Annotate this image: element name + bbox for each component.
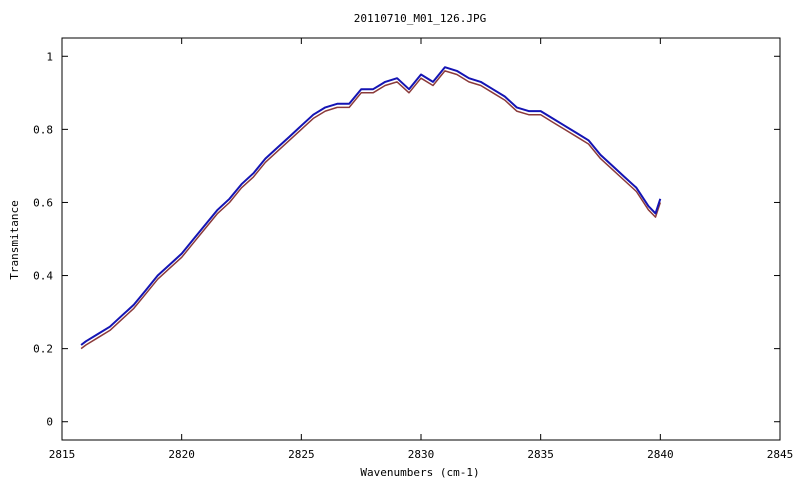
y-axis: 0 0.2 0.4 0.6 0.8 1	[33, 50, 780, 429]
y-tick-label: 0.6	[33, 196, 53, 209]
x-tick-label: 2830	[408, 448, 435, 461]
x-tick-label: 2815	[49, 448, 76, 461]
series-line-1	[80, 70, 662, 350]
series-group	[80, 66, 662, 350]
x-tick-label: 2825	[288, 448, 315, 461]
y-tick-label: 0	[46, 416, 53, 429]
x-axis-label: Wavenumbers (cm-1)	[360, 466, 479, 479]
y-tick-label: 0.4	[33, 270, 53, 283]
y-axis-label: Transmitance	[8, 200, 21, 279]
y-tick-label: 0.8	[33, 123, 53, 136]
x-tick-label: 2820	[168, 448, 195, 461]
x-tick-label: 2845	[767, 448, 794, 461]
x-tick-label: 2840	[647, 448, 674, 461]
plot-frame	[61, 37, 781, 441]
chart-title: 20110710_M01_126.JPG	[354, 12, 486, 25]
x-tick-label: 2835	[527, 448, 554, 461]
series-line-2	[80, 66, 662, 346]
x-axis: 2815 2820 2825 2830 2835 2840 2845	[49, 38, 794, 461]
y-tick-label: 1	[46, 50, 53, 63]
y-tick-label: 0.2	[33, 343, 53, 356]
